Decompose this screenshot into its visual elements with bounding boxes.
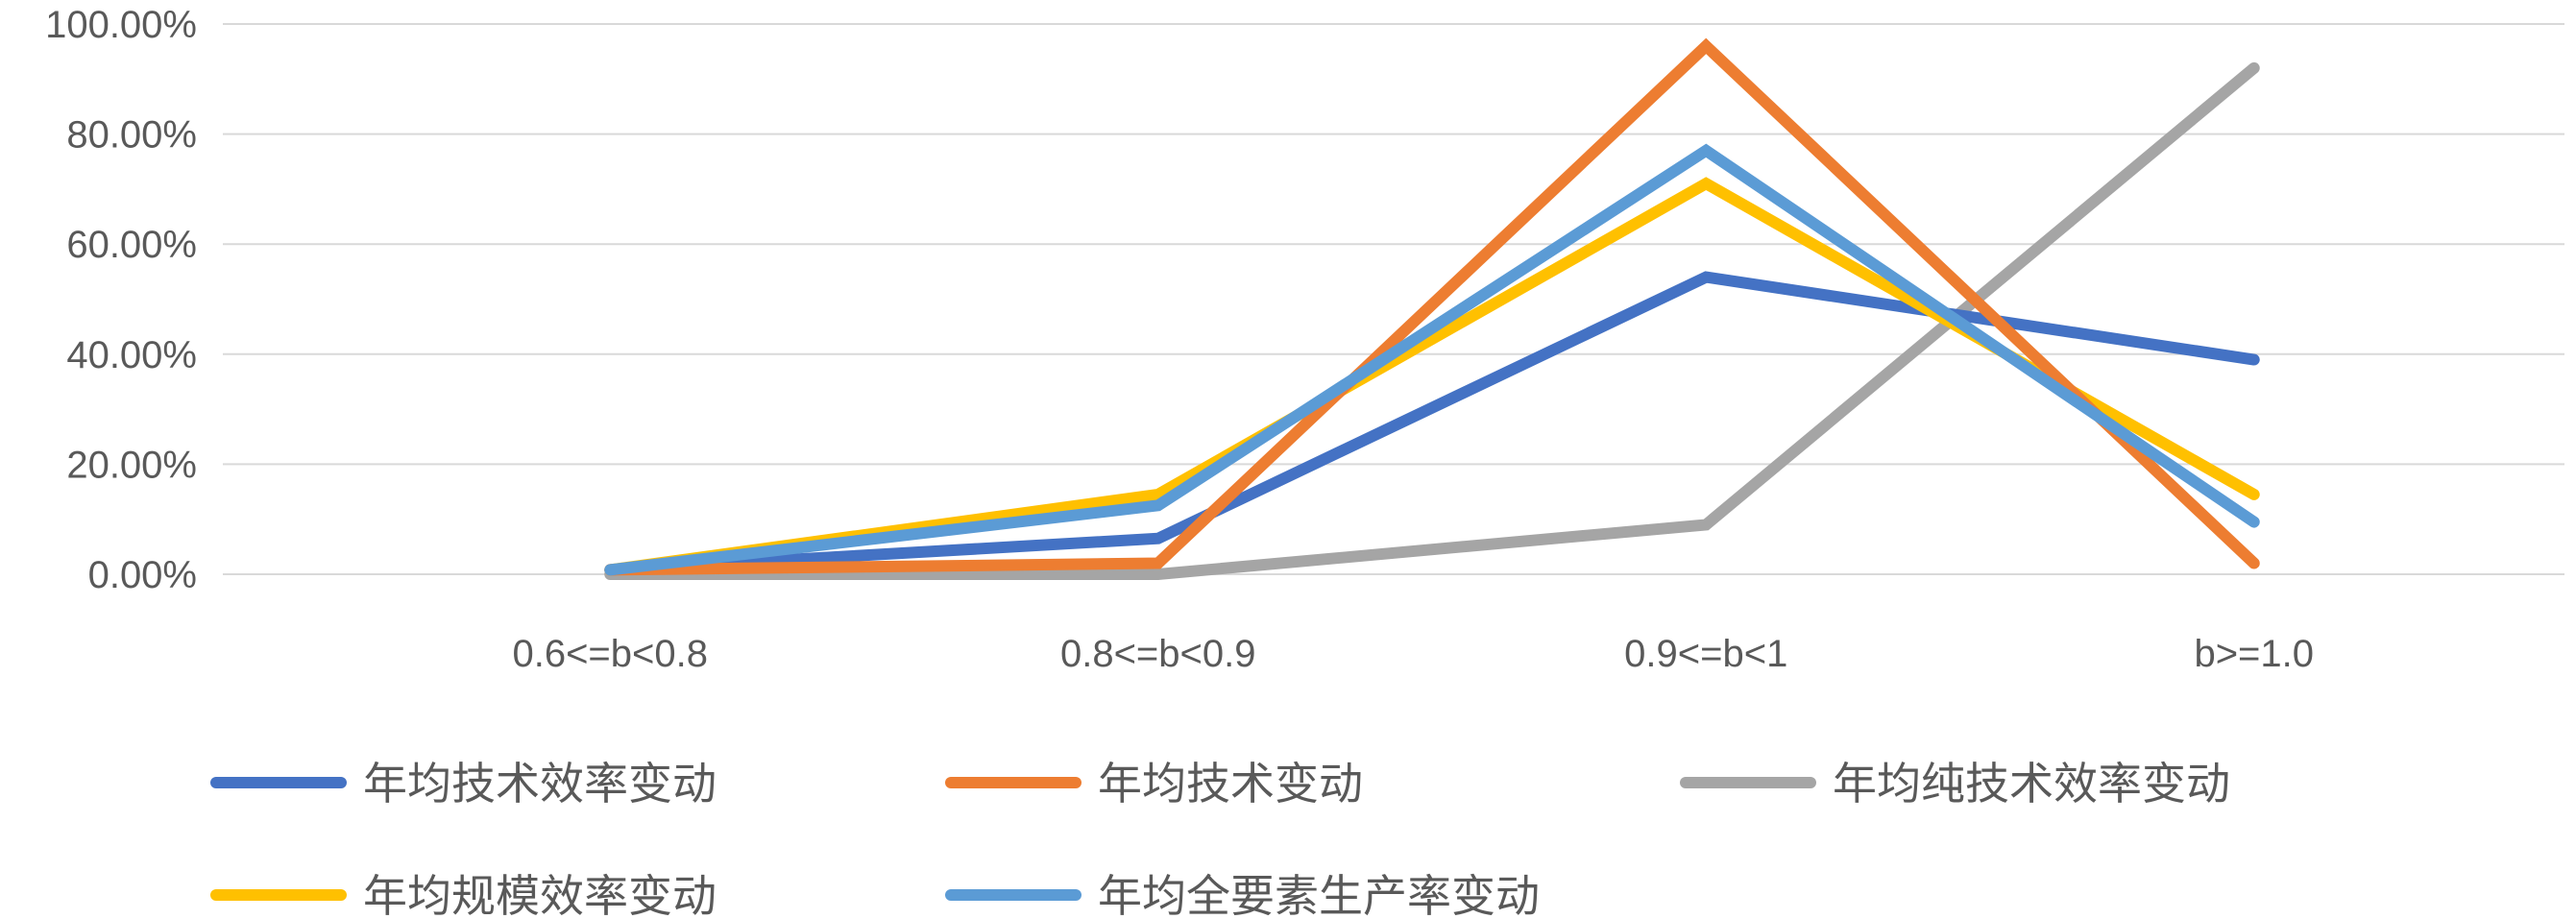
legend-label: 年均技术效率变动 — [363, 758, 717, 810]
y-tick-label: 40.00% — [66, 334, 197, 376]
series-line-1 — [604, 37, 2260, 576]
y-tick-label: 20.00% — [66, 444, 197, 486]
legend-item-4: 年均全要素生产率变动 — [945, 870, 1540, 919]
legend-label: 年均规模效率变动 — [363, 870, 717, 919]
x-axis-ticks: 0.6<=b<0.8 0.8<=b<0.9 0.9<=b<1 b>=1.0 — [512, 633, 2314, 675]
y-tick-label: 60.00% — [66, 224, 197, 266]
series-line-2 — [604, 61, 2260, 580]
y-tick-label: 0.00% — [88, 554, 197, 596]
x-tick-label: 0.8<=b<0.9 — [1060, 633, 1256, 675]
series-line-0 — [604, 271, 2260, 576]
legend-item-2: 年均纯技术效率变动 — [1680, 758, 2230, 810]
legend-item-1: 年均技术变动 — [945, 758, 1363, 810]
series-lines — [604, 37, 2260, 580]
series-line-3 — [604, 177, 2260, 576]
legend-label: 年均技术变动 — [1098, 758, 1363, 810]
y-tick-label: 80.00% — [66, 114, 197, 157]
series-line-4 — [604, 143, 2260, 576]
legend-item-3: 年均规模效率变动 — [210, 870, 717, 919]
y-tick-label: 100.00% — [45, 4, 197, 46]
x-tick-label: 0.9<=b<1 — [1624, 633, 1787, 675]
x-tick-label: 0.6<=b<0.8 — [512, 633, 708, 675]
legend-label: 年均全要素生产率变动 — [1098, 870, 1540, 919]
legend-label: 年均纯技术效率变动 — [1833, 758, 2230, 810]
y-axis-ticks: 0.00% 20.00% 40.00% 60.00% 80.00% 100.00% — [45, 4, 197, 596]
legend-item-0: 年均技术效率变动 — [210, 758, 717, 810]
x-tick-label: b>=1.0 — [2194, 633, 2314, 675]
